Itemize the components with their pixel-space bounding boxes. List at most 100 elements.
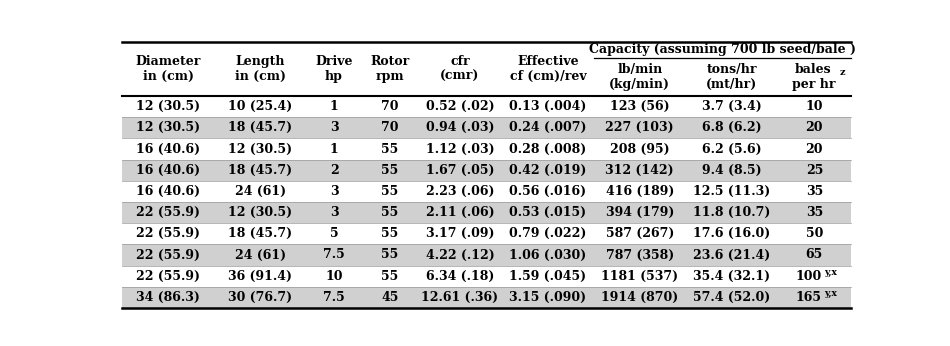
- Text: 65: 65: [806, 248, 823, 262]
- Text: 25: 25: [806, 164, 823, 177]
- Text: 10: 10: [325, 270, 343, 283]
- Text: 18 (45.7): 18 (45.7): [228, 227, 293, 240]
- Text: 18 (45.7): 18 (45.7): [228, 164, 293, 177]
- Text: 4.22 (.12): 4.22 (.12): [426, 248, 494, 262]
- Text: 1181 (537): 1181 (537): [601, 270, 678, 283]
- Text: 70: 70: [381, 121, 399, 134]
- Text: 23.6 (21.4): 23.6 (21.4): [693, 248, 770, 262]
- Text: Effective
cf (cm)/rev: Effective cf (cm)/rev: [509, 55, 586, 83]
- Text: 18 (45.7): 18 (45.7): [228, 121, 293, 134]
- Text: 50: 50: [806, 227, 823, 240]
- Text: 1.67 (.05): 1.67 (.05): [426, 164, 494, 177]
- Text: 55: 55: [381, 206, 399, 219]
- Bar: [123, 287, 851, 308]
- Text: 12.61 (.36): 12.61 (.36): [422, 291, 499, 304]
- Text: y,x: y,x: [824, 268, 837, 277]
- Bar: [123, 160, 851, 181]
- Text: 7.5: 7.5: [323, 248, 345, 262]
- Text: 10 (25.4): 10 (25.4): [228, 100, 293, 113]
- Text: 2: 2: [330, 164, 338, 177]
- Text: 1.12 (.03): 1.12 (.03): [426, 143, 494, 156]
- Text: 5: 5: [330, 227, 338, 240]
- Text: 35: 35: [806, 185, 823, 198]
- Text: 0.24 (.007): 0.24 (.007): [509, 121, 587, 134]
- Text: lb/min
(kg/min): lb/min (kg/min): [609, 63, 671, 91]
- Text: 3: 3: [330, 206, 338, 219]
- Text: 12 (30.5): 12 (30.5): [136, 100, 200, 113]
- Text: 7.5: 7.5: [323, 291, 345, 304]
- Text: 0.94 (.03): 0.94 (.03): [426, 121, 494, 134]
- Text: y,x: y,x: [824, 289, 837, 298]
- Bar: [123, 244, 851, 266]
- Text: 0.42 (.019): 0.42 (.019): [509, 164, 587, 177]
- Text: 12 (30.5): 12 (30.5): [136, 121, 200, 134]
- Text: 12 (30.5): 12 (30.5): [228, 206, 293, 219]
- Text: 10: 10: [806, 100, 823, 113]
- Text: 1: 1: [330, 100, 338, 113]
- Text: 0.28 (.008): 0.28 (.008): [509, 143, 586, 156]
- Bar: [123, 138, 851, 160]
- Text: Drive
hp: Drive hp: [315, 55, 352, 83]
- Text: 20: 20: [806, 121, 823, 134]
- Text: 123 (56): 123 (56): [610, 100, 670, 113]
- Text: 35.4 (32.1): 35.4 (32.1): [693, 270, 770, 283]
- Text: 1: 1: [330, 143, 338, 156]
- Bar: [123, 117, 851, 138]
- Text: 6.2 (5.6): 6.2 (5.6): [702, 143, 761, 156]
- Text: 1.59 (.045): 1.59 (.045): [509, 270, 586, 283]
- Text: 1914 (870): 1914 (870): [601, 291, 678, 304]
- Text: 100: 100: [795, 270, 822, 283]
- Text: Rotor
rpm: Rotor rpm: [370, 55, 409, 83]
- Bar: [123, 42, 851, 96]
- Text: z: z: [840, 67, 846, 76]
- Text: 394 (179): 394 (179): [605, 206, 674, 219]
- Text: 22 (55.9): 22 (55.9): [137, 270, 200, 283]
- Text: 16 (40.6): 16 (40.6): [136, 185, 200, 198]
- Text: 165: 165: [795, 291, 822, 304]
- Text: 0.53 (.015): 0.53 (.015): [509, 206, 586, 219]
- Bar: [123, 181, 851, 202]
- Text: 0.52 (.02): 0.52 (.02): [426, 100, 494, 113]
- Text: 55: 55: [381, 227, 399, 240]
- Text: 312 (142): 312 (142): [605, 164, 674, 177]
- Text: 227 (103): 227 (103): [605, 121, 674, 134]
- Text: 12 (30.5): 12 (30.5): [228, 143, 293, 156]
- Bar: [123, 202, 851, 223]
- Text: 22 (55.9): 22 (55.9): [137, 206, 200, 219]
- Text: 787 (358): 787 (358): [605, 248, 674, 262]
- Text: 2.11 (.06): 2.11 (.06): [426, 206, 494, 219]
- Text: 55: 55: [381, 248, 399, 262]
- Bar: [123, 266, 851, 287]
- Text: 0.13 (.004): 0.13 (.004): [509, 100, 587, 113]
- Text: 17.6 (16.0): 17.6 (16.0): [693, 227, 770, 240]
- Text: 57.4 (52.0): 57.4 (52.0): [693, 291, 770, 304]
- Bar: [123, 223, 851, 244]
- Text: 9.4 (8.5): 9.4 (8.5): [702, 164, 761, 177]
- Text: 24 (61): 24 (61): [235, 248, 286, 262]
- Text: 12.5 (11.3): 12.5 (11.3): [693, 185, 770, 198]
- Text: 3.17 (.09): 3.17 (.09): [426, 227, 494, 240]
- Text: 16 (40.6): 16 (40.6): [136, 143, 200, 156]
- Text: 35: 35: [806, 206, 823, 219]
- Bar: [123, 96, 851, 117]
- Text: 55: 55: [381, 143, 399, 156]
- Text: 22 (55.9): 22 (55.9): [137, 248, 200, 262]
- Text: 416 (189): 416 (189): [605, 185, 674, 198]
- Text: 70: 70: [381, 100, 399, 113]
- Text: 3.15 (.090): 3.15 (.090): [509, 291, 586, 304]
- Text: 30 (76.7): 30 (76.7): [228, 291, 293, 304]
- Text: 24 (61): 24 (61): [235, 185, 286, 198]
- Text: 3: 3: [330, 121, 338, 134]
- Text: 0.56 (.016): 0.56 (.016): [509, 185, 586, 198]
- Text: bales
per hr: bales per hr: [791, 63, 835, 91]
- Text: 55: 55: [381, 185, 399, 198]
- Text: 1.06 (.030): 1.06 (.030): [509, 248, 586, 262]
- Text: 0.79 (.022): 0.79 (.022): [509, 227, 587, 240]
- Text: 20: 20: [806, 143, 823, 156]
- Text: 3: 3: [330, 185, 338, 198]
- Text: 3.7 (3.4): 3.7 (3.4): [702, 100, 761, 113]
- Text: 6.34 (.18): 6.34 (.18): [426, 270, 494, 283]
- Text: 6.8 (6.2): 6.8 (6.2): [702, 121, 761, 134]
- Text: 16 (40.6): 16 (40.6): [136, 164, 200, 177]
- Text: 55: 55: [381, 164, 399, 177]
